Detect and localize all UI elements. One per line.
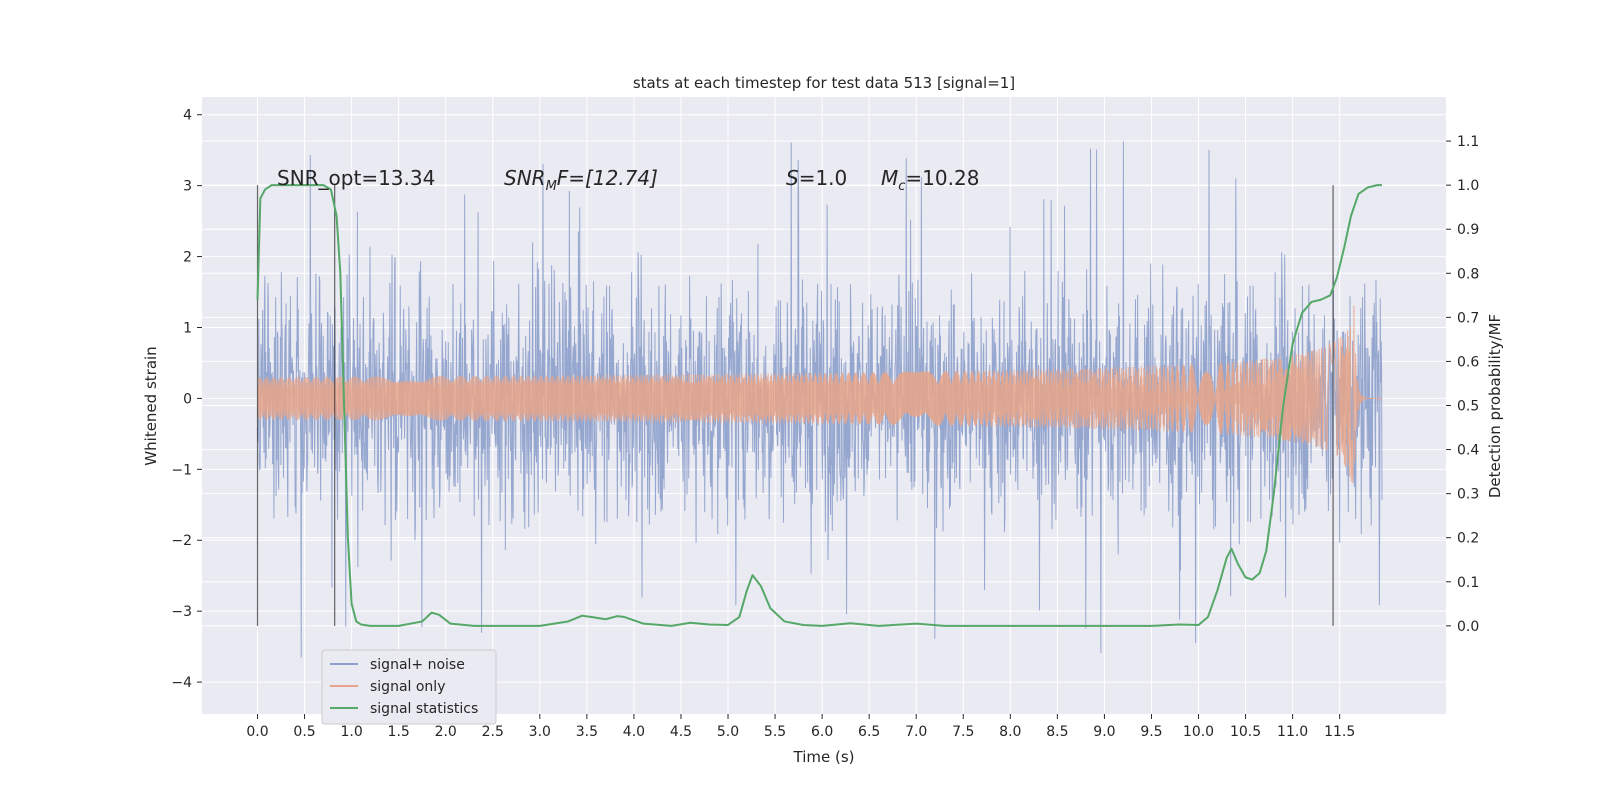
y2-tick-label: 0.7 bbox=[1457, 310, 1479, 326]
x-tick-label: 3.0 bbox=[529, 724, 551, 740]
x-tick-label: 9.5 bbox=[1140, 724, 1162, 740]
legend-box bbox=[321, 649, 497, 725]
x-tick-label: 3.5 bbox=[576, 724, 598, 740]
y2-axis-label: Detection probability/MF bbox=[1486, 314, 1504, 498]
x-tick-label: 10.0 bbox=[1183, 724, 1214, 740]
x-tick-labels: 0.0 0.5 1.0 1.5 2.0 2.5 3.0 3.5 4.0 4.5 5.0 5.5 6.0 6… bbox=[246, 714, 1355, 740]
y-tick-label: −2 bbox=[171, 533, 192, 549]
series-signal-statistics bbox=[256, 184, 1383, 627]
mc-var: M bbox=[881, 166, 898, 190]
y2-tick-label: 0.5 bbox=[1457, 399, 1479, 415]
x-tick-label: 6.0 bbox=[811, 724, 833, 740]
annotation-s: S=1.0 bbox=[786, 166, 847, 190]
x-tick-label: 10.5 bbox=[1230, 724, 1261, 740]
y2-tick-label: 0.6 bbox=[1457, 354, 1479, 370]
y2-tick-label: 0.8 bbox=[1457, 266, 1479, 282]
signal-statistics-layer bbox=[256, 184, 1383, 627]
s-value: =1.0 bbox=[799, 166, 848, 190]
y-tick-label: −1 bbox=[171, 462, 192, 478]
x-tick-label: 8.0 bbox=[999, 724, 1021, 740]
y2-tick-label: 0.9 bbox=[1457, 222, 1479, 238]
x-tick-label: 7.0 bbox=[905, 724, 927, 740]
annotation-snr-opt: SNR_opt=13.34 bbox=[277, 166, 435, 190]
y2-tick-label: 0.0 bbox=[1457, 619, 1479, 635]
y2-tick-label: 1.1 bbox=[1457, 134, 1479, 150]
x-tick-label: 6.5 bbox=[858, 724, 880, 740]
x-tick-label: 2.0 bbox=[435, 724, 457, 740]
snr-mf-suffix: F=[12.74] bbox=[557, 166, 658, 190]
legend: signal+ noise signal only signal statist… bbox=[321, 649, 497, 725]
annotation-snr-mf: SNRMF=[12.74] bbox=[504, 166, 658, 194]
mc-value: =10.28 bbox=[905, 166, 979, 190]
x-tick-label: 0.5 bbox=[293, 724, 315, 740]
series-signal-only bbox=[257, 305, 1383, 484]
snr-mf-prefix: SNR bbox=[504, 166, 546, 190]
y-tick-label: −3 bbox=[171, 604, 192, 620]
y2-tick-labels: 1.1 1.0 0.9 0.8 0.7 0.6 0.5 0.4 0.3 0.2 0.1 0.0 bbox=[1446, 134, 1479, 635]
legend-label-signal-statistics: signal statistics bbox=[370, 701, 478, 717]
x-tick-label: 5.5 bbox=[764, 724, 786, 740]
mc-sub: c bbox=[898, 179, 905, 194]
y-tick-label: 2 bbox=[183, 250, 192, 266]
x-tick-label: 5.0 bbox=[717, 724, 739, 740]
y2-tick-label: 0.3 bbox=[1457, 487, 1479, 503]
x-axis-label: Time (s) bbox=[793, 748, 855, 766]
y2-tick-label: 0.4 bbox=[1457, 443, 1479, 459]
x-tick-label: 1.0 bbox=[340, 724, 362, 740]
y-tick-labels: 4 3 2 1 0 −1 −2 −3 −4 bbox=[171, 108, 202, 691]
legend-label-signal-only: signal only bbox=[370, 679, 445, 695]
y-tick-label: 1 bbox=[183, 320, 192, 336]
x-tick-label: 8.5 bbox=[1046, 724, 1068, 740]
x-tick-label: 7.5 bbox=[952, 724, 974, 740]
y-axis-label: Whitened strain bbox=[142, 346, 160, 465]
x-tick-label: 9.0 bbox=[1093, 724, 1115, 740]
x-tick-label: 0.0 bbox=[246, 724, 268, 740]
signal-only-layer bbox=[257, 305, 1383, 484]
x-tick-label: 11.5 bbox=[1324, 724, 1355, 740]
s-var: S bbox=[786, 166, 799, 190]
y-tick-label: −4 bbox=[171, 675, 192, 691]
y-tick-label: 4 bbox=[183, 108, 192, 124]
y-tick-label: 0 bbox=[183, 391, 192, 407]
y2-tick-label: 1.0 bbox=[1457, 178, 1479, 194]
vertical-markers bbox=[256, 185, 1334, 626]
annotation-mc: Mc=10.28 bbox=[881, 166, 979, 194]
x-tick-label: 2.5 bbox=[482, 724, 504, 740]
x-tick-label: 11.0 bbox=[1277, 724, 1308, 740]
y-tick-label: 3 bbox=[183, 179, 192, 195]
x-tick-label: 4.0 bbox=[623, 724, 645, 740]
legend-label-signal-noise: signal+ noise bbox=[370, 657, 465, 673]
snr-mf-sub: M bbox=[546, 179, 557, 194]
chart-title: stats at each timestep for test data 513… bbox=[633, 74, 1015, 92]
x-tick-label: 1.5 bbox=[388, 724, 410, 740]
y2-tick-label: 0.2 bbox=[1457, 531, 1479, 547]
y2-tick-label: 0.1 bbox=[1457, 575, 1479, 591]
x-tick-label: 4.5 bbox=[670, 724, 692, 740]
